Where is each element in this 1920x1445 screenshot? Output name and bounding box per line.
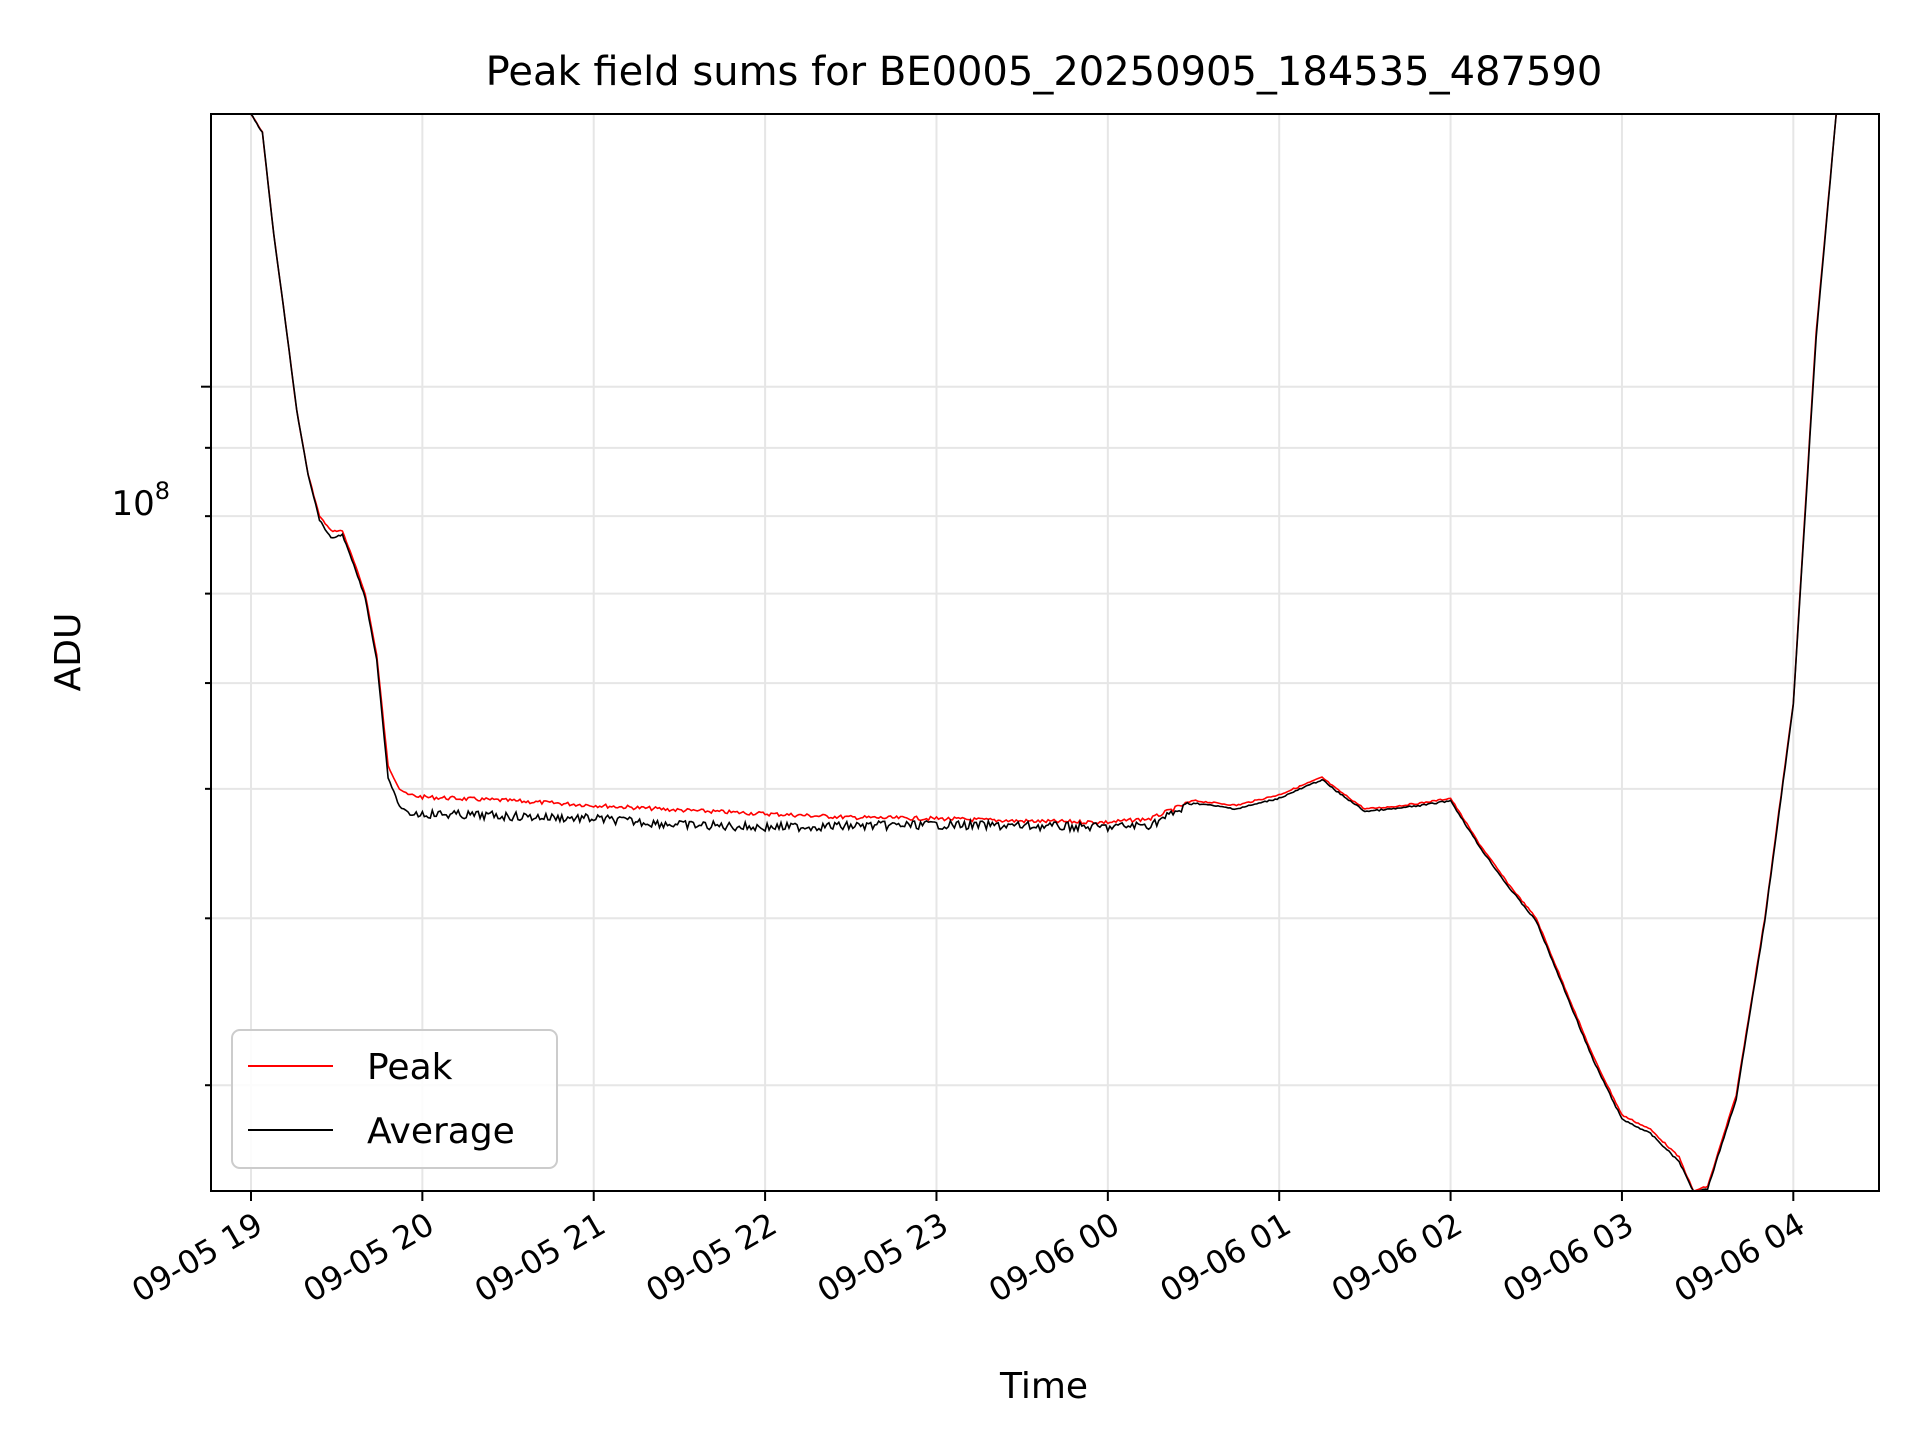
legend-label-average: Average — [367, 1111, 515, 1152]
series-layer — [250, 114, 1837, 1191]
legend: Peak Average — [231, 1029, 558, 1169]
plot-frame — [210, 113, 1880, 1192]
y-tick-label-1e8: 108 — [111, 477, 170, 524]
series-line-average — [250, 114, 1837, 1191]
legend-label-peak: Peak — [367, 1047, 453, 1088]
chart-title: Peak field sums for BE0005_20250905_1845… — [486, 49, 1603, 95]
y-axis: 108 — [111, 385, 211, 1087]
legend-box — [231, 1029, 558, 1169]
x-axis-label: Time — [999, 1366, 1088, 1407]
series-line-peak — [250, 114, 1837, 1191]
y-axis-label: ADU — [48, 613, 89, 692]
